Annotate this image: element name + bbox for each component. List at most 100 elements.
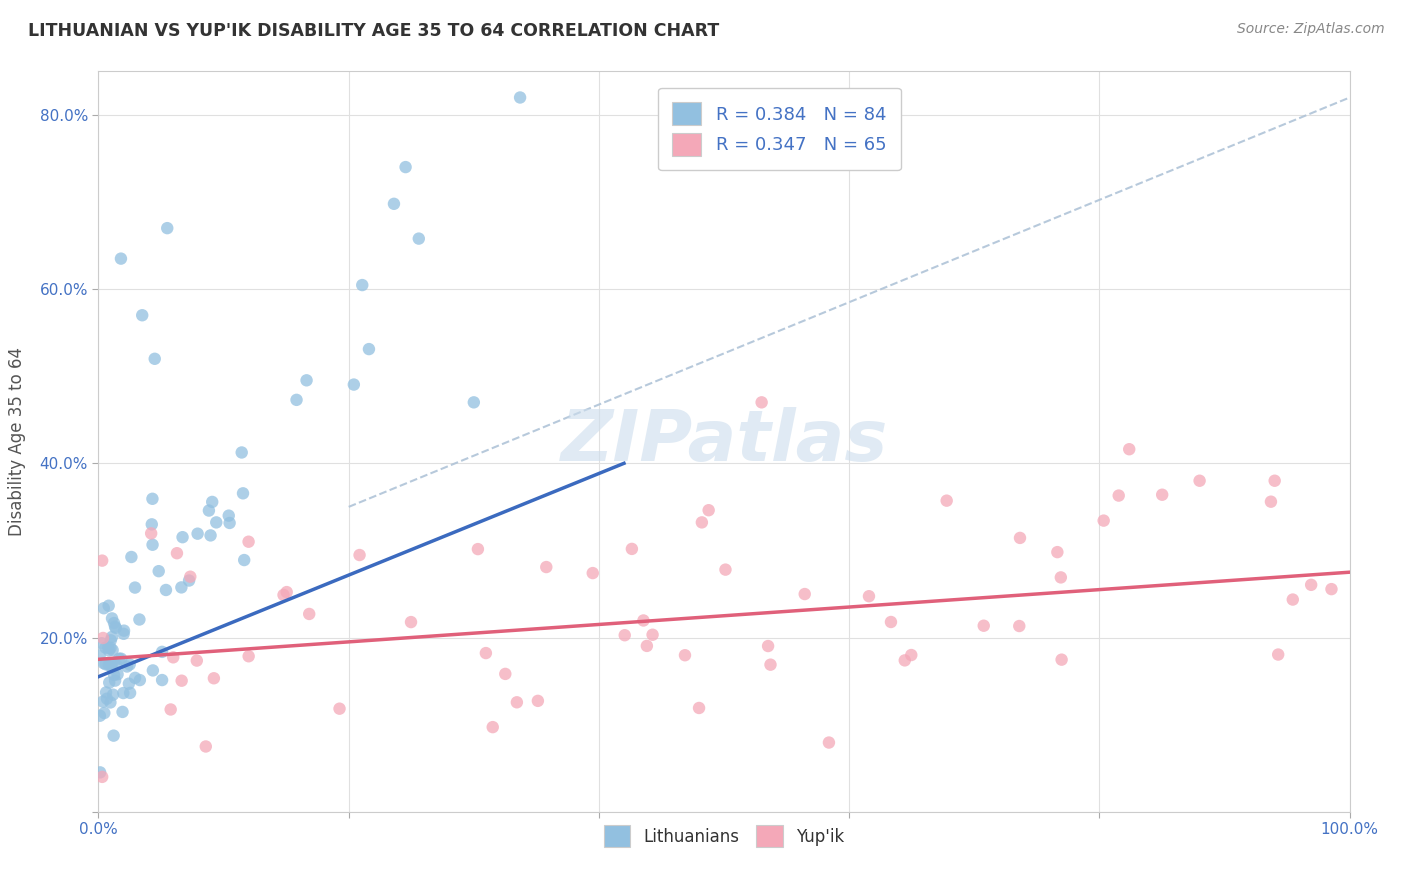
- Point: [636, 639, 658, 653]
- Point: [1046, 545, 1069, 559]
- Point: [201, 495, 224, 509]
- Point: [536, 560, 558, 574]
- Point: [1301, 578, 1323, 592]
- Point: [93, 656, 115, 670]
- Point: [285, 392, 308, 407]
- Point: [93, 706, 115, 720]
- Point: [90, 636, 112, 650]
- Point: [527, 694, 550, 708]
- Point: [96, 691, 118, 706]
- Point: [89, 708, 111, 723]
- Point: [613, 628, 636, 642]
- Point: [104, 673, 127, 688]
- Text: Source: ZipAtlas.com: Source: ZipAtlas.com: [1237, 22, 1385, 37]
- Point: [1092, 514, 1115, 528]
- Point: [352, 278, 374, 293]
- Point: [506, 695, 529, 709]
- Point: [633, 614, 655, 628]
- Point: [1118, 442, 1140, 457]
- Point: [112, 686, 135, 700]
- Point: [1108, 489, 1130, 503]
- Point: [104, 620, 127, 634]
- Point: [124, 671, 146, 685]
- Point: [467, 542, 489, 557]
- Point: [141, 491, 163, 506]
- Point: [108, 651, 131, 665]
- Point: [343, 377, 366, 392]
- Point: [170, 673, 193, 688]
- Point: [159, 702, 181, 716]
- Point: [120, 686, 142, 700]
- Point: [131, 308, 153, 322]
- Point: [91, 770, 114, 784]
- Point: [1281, 592, 1303, 607]
- Point: [110, 252, 132, 266]
- Point: [94, 640, 117, 655]
- Point: [91, 695, 114, 709]
- Point: [150, 673, 173, 687]
- Point: [1267, 648, 1289, 662]
- Point: [128, 613, 150, 627]
- Point: [276, 585, 298, 599]
- Point: [101, 688, 124, 702]
- Point: [110, 651, 132, 665]
- Point: [187, 526, 209, 541]
- Point: [232, 486, 254, 500]
- Point: [100, 657, 122, 672]
- Point: [91, 553, 114, 567]
- Point: [218, 516, 240, 530]
- Point: [100, 633, 122, 648]
- Text: ZIPatlas: ZIPatlas: [561, 407, 887, 476]
- Point: [295, 373, 318, 387]
- Point: [1320, 582, 1343, 596]
- Point: [818, 735, 841, 749]
- Point: [105, 658, 128, 673]
- Point: [179, 570, 201, 584]
- Point: [194, 739, 217, 754]
- Point: [349, 548, 371, 562]
- Point: [111, 705, 134, 719]
- Point: [231, 445, 253, 459]
- Point: [382, 196, 405, 211]
- Point: [156, 221, 179, 235]
- Point: [900, 648, 922, 662]
- Point: [103, 668, 125, 682]
- Point: [177, 574, 200, 588]
- Point: [101, 611, 124, 625]
- Point: [107, 667, 129, 681]
- Point: [697, 503, 720, 517]
- Point: [1152, 488, 1174, 502]
- Point: [688, 701, 710, 715]
- Point: [238, 534, 260, 549]
- Point: [141, 517, 163, 532]
- Point: [101, 643, 124, 657]
- Point: [118, 676, 141, 690]
- Point: [620, 541, 643, 556]
- Point: [166, 546, 188, 560]
- Point: [100, 640, 122, 655]
- Point: [198, 503, 221, 517]
- Point: [172, 530, 194, 544]
- Point: [186, 654, 208, 668]
- Point: [103, 729, 125, 743]
- Point: [104, 621, 127, 635]
- Point: [298, 607, 321, 621]
- Point: [759, 657, 782, 672]
- Point: [148, 564, 170, 578]
- Point: [714, 563, 737, 577]
- Legend: Lithuanians, Yup'ik: Lithuanians, Yup'ik: [595, 817, 853, 855]
- Point: [101, 630, 124, 644]
- Point: [408, 232, 430, 246]
- Point: [142, 664, 165, 678]
- Point: [1008, 531, 1031, 545]
- Point: [128, 673, 150, 687]
- Point: [1260, 494, 1282, 508]
- Point: [115, 659, 138, 673]
- Point: [101, 660, 124, 674]
- Point: [112, 624, 135, 638]
- Point: [858, 589, 880, 603]
- Point: [89, 765, 111, 780]
- Point: [97, 658, 120, 673]
- Point: [1264, 474, 1286, 488]
- Point: [162, 650, 184, 665]
